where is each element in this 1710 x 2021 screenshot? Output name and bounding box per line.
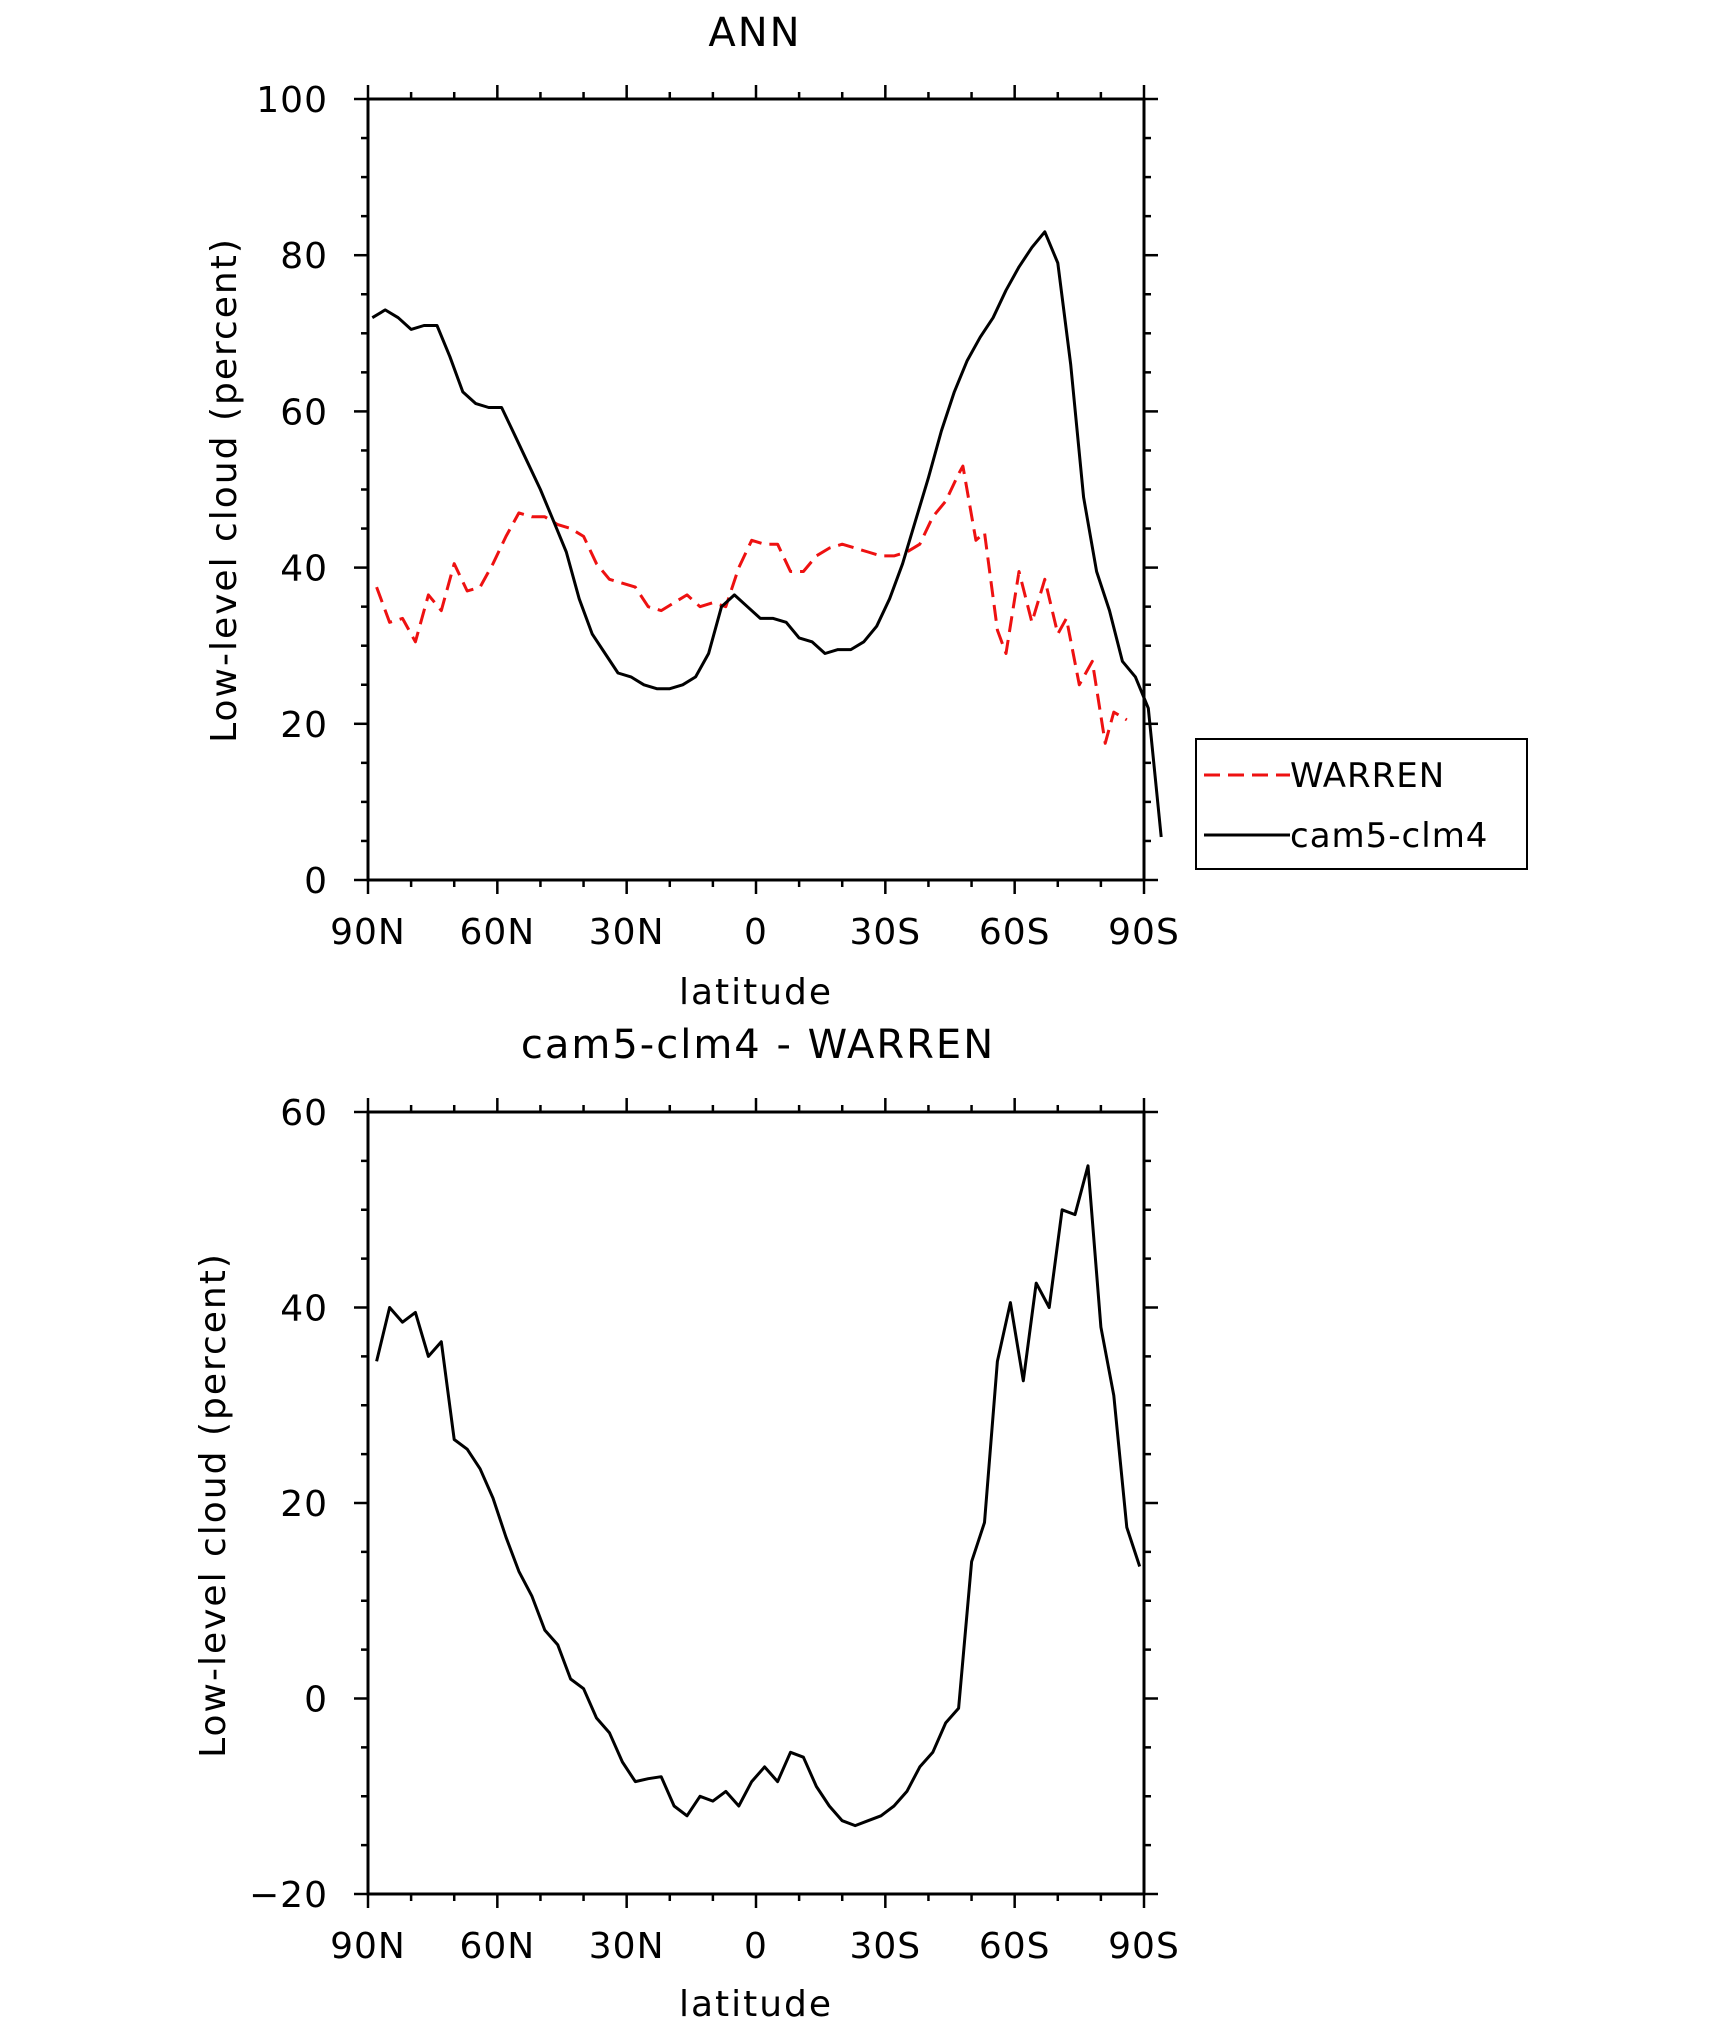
top-y-tick-label: 20: [280, 705, 328, 746]
legend-box: [1195, 738, 1528, 870]
bottom-x-tick-label: 0: [744, 1926, 768, 1967]
top-x-tick-label: 0: [744, 912, 768, 953]
bottom-chart-title: cam5-clm4 - WARREN: [521, 1022, 995, 1068]
top-y-tick-label: 100: [256, 80, 328, 121]
top-y-tick-label: 0: [304, 861, 328, 902]
series-line-difference: [375, 1164, 1142, 1828]
bottom-x-tick-label: 90N: [330, 1926, 406, 1967]
legend: WARREN cam5-clm4: [1195, 738, 1528, 870]
top-x-tick-label: 30N: [589, 912, 665, 953]
top-chart-title: ANN: [708, 10, 801, 56]
top-x-axis-label: latitude: [679, 972, 833, 1013]
series-line-cam5-clm4: [371, 230, 1163, 838]
bottom-y-tick-label: 20: [280, 1484, 328, 1525]
bottom-series-layer: [375, 1164, 1142, 1828]
bottom-y-tick-label: 60: [280, 1093, 328, 1134]
top-x-tick-label: 90S: [1108, 912, 1180, 953]
bottom-y-tick-labels: −20 0 20 40 60: [249, 1093, 328, 1916]
bottom-chart-panel: cam5-clm4 - WARREN 90N 60N 30N 0 30S 60S…: [193, 1022, 1180, 2021]
top-y-axis-label: Low-level cloud (percent): [204, 237, 245, 743]
bottom-y-tick-label: −20: [249, 1875, 328, 1916]
bottom-y-axis-label: Low-level cloud (percent): [193, 1252, 234, 1758]
legend-label-cam5-clm4: cam5-clm4: [1290, 816, 1488, 856]
top-y-tick-labels: 0 20 40 60 80 100: [256, 80, 328, 902]
top-y-tick-label: 80: [280, 236, 328, 277]
top-chart-panel: ANN 90N 60N 30N 0 30S 60S 90S 0 20 40 60…: [204, 10, 1528, 1013]
top-x-tick-label: 60S: [979, 912, 1051, 953]
bottom-x-tick-label: 60N: [459, 1926, 535, 1967]
top-y-tick-label: 60: [280, 392, 328, 433]
top-x-tick-label: 30S: [849, 912, 921, 953]
bottom-x-tick-label: 90S: [1108, 1926, 1180, 1967]
bottom-y-tick-label: 0: [304, 1680, 328, 1721]
bottom-tick-marks: [354, 1098, 1158, 1908]
bottom-x-tick-label: 60S: [979, 1926, 1051, 1967]
legend-label-warren: WARREN: [1290, 756, 1445, 796]
bottom-y-tick-label: 40: [280, 1289, 328, 1330]
bottom-x-tick-labels: 90N 60N 30N 0 30S 60S 90S: [330, 1926, 1180, 1967]
bottom-x-axis-label: latitude: [679, 1984, 833, 2021]
bottom-x-tick-label: 30N: [589, 1926, 665, 1967]
top-tick-marks: [354, 85, 1158, 894]
series-line-warren: [375, 464, 1128, 745]
top-x-tick-label: 60N: [459, 912, 535, 953]
top-y-tick-label: 40: [280, 549, 328, 590]
top-series-layer: [371, 230, 1163, 838]
top-x-tick-labels: 90N 60N 30N 0 30S 60S 90S: [330, 912, 1180, 953]
top-x-tick-label: 90N: [330, 912, 406, 953]
bottom-x-tick-label: 30S: [849, 1926, 921, 1967]
top-plot-frame: [366, 97, 1146, 882]
